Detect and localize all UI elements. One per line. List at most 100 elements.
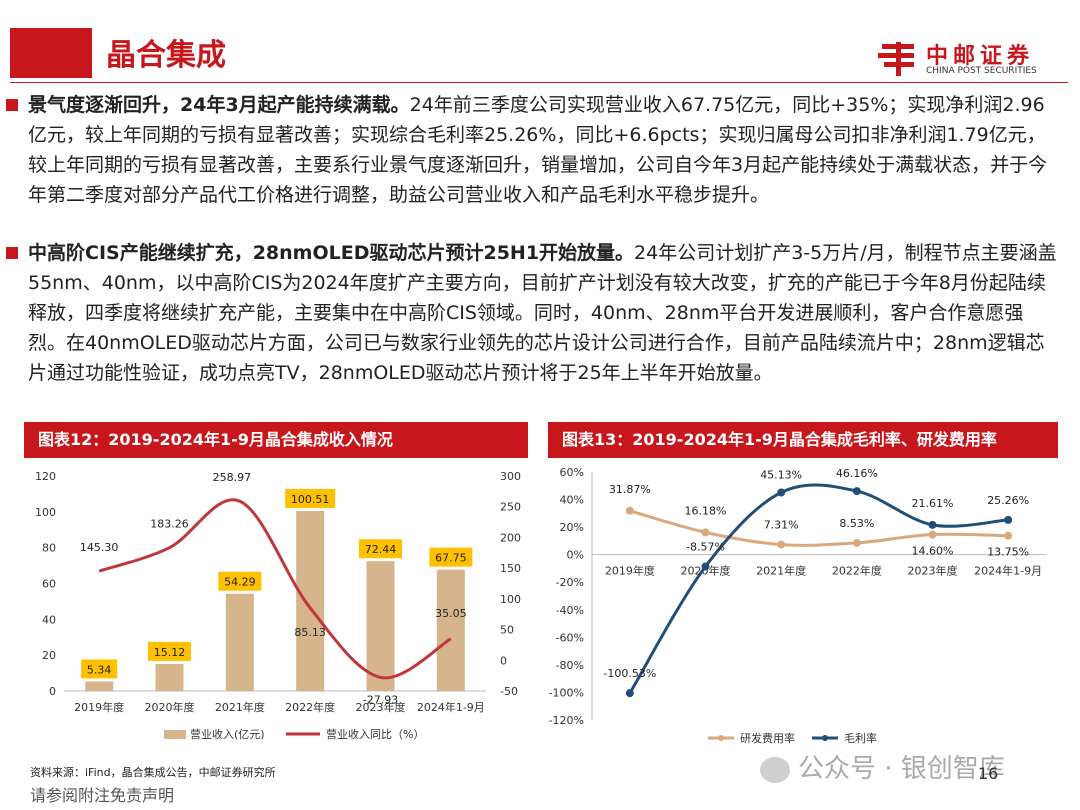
- logo-chinese-text: 中邮证券: [926, 44, 1035, 69]
- yoy-value-label: 145.30: [80, 541, 119, 554]
- x-tick-label: 2024年1-9月: [974, 564, 1042, 578]
- rd-ratio-label: 14.60%: [912, 545, 954, 558]
- y-left-tick-label: 120: [35, 470, 56, 483]
- legend-rd-marker: [718, 735, 724, 741]
- bullet-2-heading: 中高阶CIS产能继续扩充，28nmOLED驱动芯片预计25H1开始放量。: [28, 242, 635, 264]
- yoy-value-label: 183.26: [150, 518, 189, 531]
- x-tick-label: 2024年1-9月: [417, 700, 485, 714]
- x-tick-label: 2022年度: [285, 700, 335, 714]
- revenue-bar: [225, 593, 254, 691]
- y-left-tick-label: 0: [49, 685, 56, 698]
- chart-12-title: 图表12：2019-2024年1-9月晶合集成收入情况: [24, 422, 528, 458]
- bar-value-label: 100.51: [291, 493, 330, 506]
- y-left-tick-label: 80: [42, 542, 56, 555]
- y-tick-label: 40%: [560, 494, 584, 507]
- y-right-tick-label: 50: [500, 624, 514, 637]
- y-left-tick-label: 40: [42, 613, 56, 626]
- bullet-1-heading: 景气度逐渐回升，24年3月起产能持续满载。: [28, 94, 410, 116]
- y-tick-label: -100%: [549, 686, 584, 699]
- gross-margin-label: 25.26%: [987, 494, 1029, 507]
- bullet-square-icon: [6, 247, 18, 259]
- rd-ratio-point: [625, 506, 634, 515]
- bullet-1-text: 24年前三季度公司实现营业收入67.75亿元，同比+35%；实现净利润2.96亿…: [28, 94, 1048, 206]
- y-tick-label: -20%: [556, 576, 584, 589]
- bar-value-label: 72.44: [365, 543, 397, 556]
- page-number: 16: [978, 764, 999, 783]
- page-title: 晶合集成: [106, 38, 226, 73]
- bar-value-label-box: [148, 641, 191, 661]
- y-right-tick-label: -50: [500, 685, 518, 698]
- yoy-value-label: 258.97: [213, 471, 252, 484]
- x-tick-label: 2023年度: [356, 700, 406, 714]
- disclaimer-link[interactable]: 请参阅附注免责声明: [30, 786, 175, 805]
- gross-margin-label: 21.61%: [912, 497, 954, 510]
- gross-margin-point: [1004, 515, 1013, 524]
- bar-value-label: 15.12: [154, 646, 186, 659]
- rd-ratio-label: 13.75%: [987, 546, 1029, 559]
- x-tick-label: 2023年度: [908, 564, 958, 578]
- rd-ratio-label: 31.87%: [609, 483, 651, 496]
- gross-margin-label: 45.13%: [760, 468, 802, 481]
- bullet-paragraph-1: 景气度逐渐回升，24年3月起产能持续满载。24年前三季度公司实现营业收入67.7…: [6, 90, 1058, 210]
- gross-margin-point: [777, 488, 786, 497]
- header-red-block: [10, 28, 92, 78]
- x-tick-label: 2021年度: [756, 564, 806, 578]
- gross-margin-label: 46.16%: [836, 467, 878, 480]
- x-tick-label: 2019年度: [74, 700, 124, 714]
- bullet-square-icon: [6, 99, 18, 111]
- bar-value-label-box: [359, 539, 402, 559]
- y-right-tick-label: 200: [500, 531, 521, 544]
- bar-value-label: 54.29: [224, 576, 256, 589]
- y-tick-label: -40%: [556, 604, 584, 617]
- margin-chart: 60% 40% 20% 0% -20% -40% -60% -80% -100% -120% 201…: [549, 466, 1046, 745]
- legend-gm-marker: [822, 735, 828, 741]
- rd-ratio-point: [852, 538, 861, 547]
- yoy-value-label: 85.13: [294, 626, 326, 639]
- revenue-bar: [296, 510, 325, 691]
- china-post-logo-icon: [878, 42, 914, 76]
- wechat-icon: [760, 756, 790, 783]
- header-divider: [10, 82, 1068, 83]
- legend-yoy-label: 营业收入同比（%）: [326, 727, 424, 741]
- rd-ratio-point: [701, 528, 710, 537]
- gross-margin-point: [625, 689, 634, 698]
- x-tick-label: 2021年度: [215, 700, 265, 714]
- bar-value-label: 67.75: [435, 552, 467, 565]
- bullet-paragraph-2: 中高阶CIS产能继续扩充，28nmOLED驱动芯片预计25H1开始放量。24年公…: [6, 238, 1058, 388]
- revenue-bar: [436, 569, 465, 691]
- rd-ratio-point: [928, 530, 937, 539]
- legend-revenue-label: 营业收入(亿元): [190, 727, 265, 741]
- revenue-bar: [155, 663, 184, 691]
- yoy-line: [98, 498, 452, 680]
- bar-value-label: 5.34: [87, 663, 112, 676]
- y-tick-label: 0%: [567, 549, 584, 562]
- y-tick-label: -80%: [556, 659, 584, 672]
- rd-ratio-point: [777, 540, 786, 549]
- gross-margin-label: -100.53%: [603, 667, 656, 680]
- company-logo: 中邮证券 CHINA POST SECURITIES: [878, 38, 1058, 82]
- x-tick-label: 2020年度: [145, 700, 195, 714]
- rd-ratio-line: [629, 509, 1009, 547]
- rd-ratio-label: 7.31%: [764, 519, 799, 532]
- bar-value-label-box: [285, 488, 336, 508]
- y-right-tick-label: 0: [500, 654, 507, 667]
- y-tick-label: -60%: [556, 631, 584, 644]
- yoy-value-label: 35.05: [435, 607, 467, 620]
- x-tick-label: 2019年度: [605, 564, 655, 578]
- legend-revenue-swatch: [164, 730, 186, 739]
- y-right-tick-label: 250: [500, 501, 521, 514]
- rd-ratio-label: 8.53%: [839, 517, 874, 530]
- rd-ratio-label: 16.18%: [685, 504, 727, 517]
- bar-value-label-box: [429, 547, 473, 567]
- revenue-bar: [85, 681, 114, 691]
- yoy-value-label: -27.93: [363, 693, 398, 706]
- y-left-tick-label: 100: [35, 506, 56, 519]
- y-left-tick-label: 60: [42, 578, 56, 591]
- y-tick-label: 60%: [560, 466, 584, 479]
- bar-value-label-box: [218, 571, 262, 591]
- bar-value-label-box: [81, 659, 118, 679]
- y-right-tick-label: 150: [500, 562, 521, 575]
- logo-english-text: CHINA POST SECURITIES: [926, 66, 1037, 76]
- x-tick-label: 2020年度: [681, 564, 731, 578]
- data-source: 资料来源：iFind，晶合集成公告，中邮证券研究所: [30, 766, 276, 779]
